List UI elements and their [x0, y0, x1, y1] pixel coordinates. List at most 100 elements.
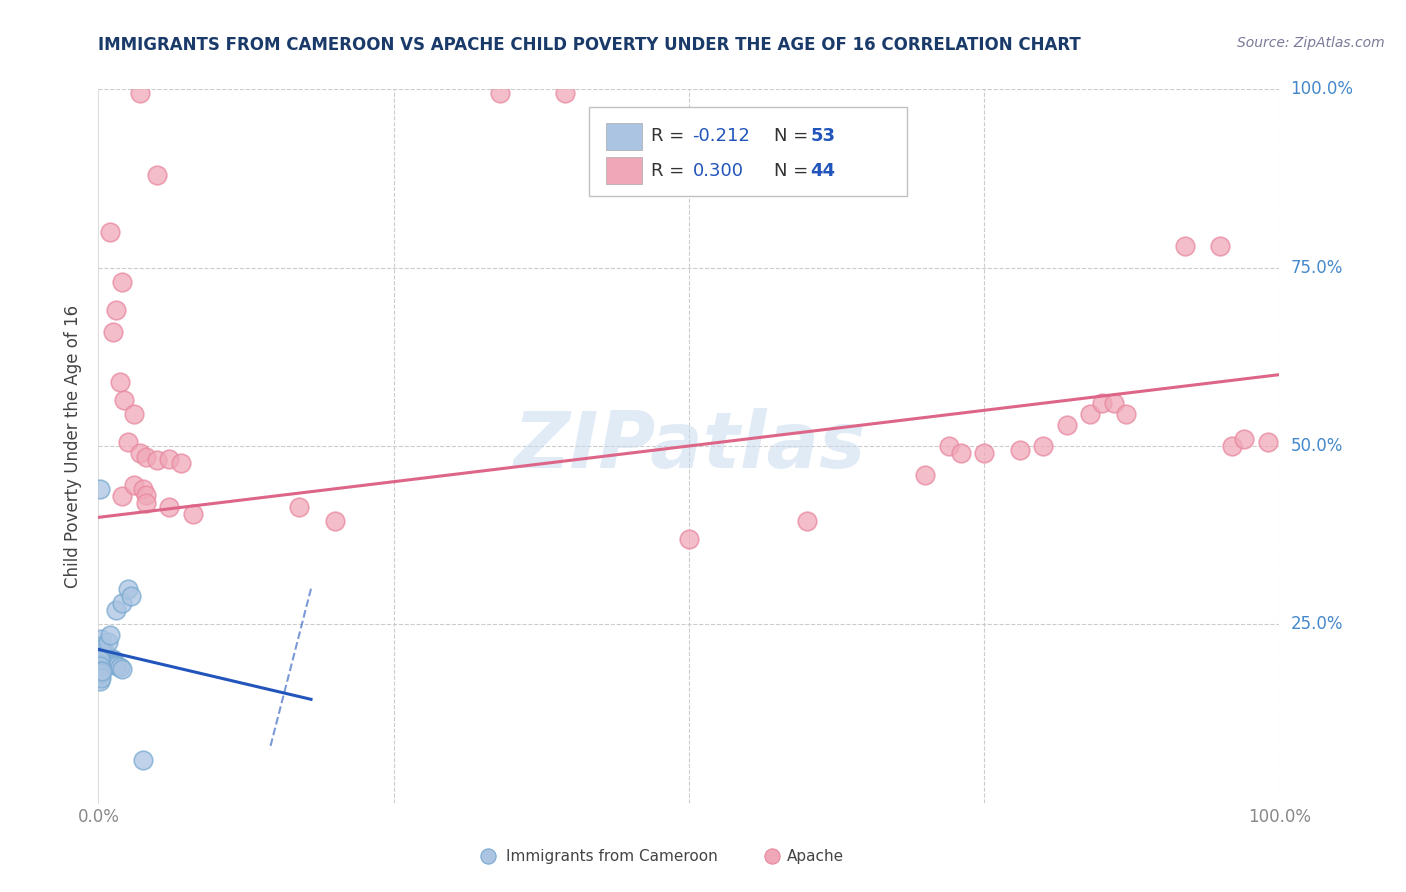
- Point: [105, 603, 128, 617]
- Point: [323, 514, 346, 528]
- Text: Immigrants from Cameroon: Immigrants from Cameroon: [506, 849, 717, 863]
- Text: -0.212: -0.212: [693, 128, 751, 145]
- Point: [100, 654, 122, 668]
- Point: [89, 658, 111, 673]
- Point: [146, 453, 169, 467]
- Point: [90, 632, 112, 646]
- Point: [103, 656, 125, 670]
- Point: [104, 657, 127, 672]
- Point: [89, 482, 111, 496]
- Point: [678, 532, 700, 546]
- Point: [554, 86, 576, 100]
- Point: [89, 653, 111, 667]
- Point: [1008, 442, 1031, 457]
- Text: 75.0%: 75.0%: [1291, 259, 1343, 277]
- Point: [89, 674, 111, 689]
- Point: [122, 478, 145, 492]
- Point: [108, 660, 131, 674]
- Point: [112, 392, 135, 407]
- Point: [100, 656, 122, 670]
- Point: [949, 446, 972, 460]
- Point: [1174, 239, 1197, 253]
- Text: 50.0%: 50.0%: [1291, 437, 1343, 455]
- Point: [101, 655, 124, 669]
- Point: [93, 653, 115, 667]
- Point: [90, 671, 112, 685]
- Point: [132, 482, 155, 496]
- Point: [914, 467, 936, 482]
- Text: Source: ZipAtlas.com: Source: ZipAtlas.com: [1237, 36, 1385, 50]
- Point: [132, 753, 155, 767]
- Point: [117, 582, 139, 596]
- Point: [89, 642, 111, 657]
- Y-axis label: Child Poverty Under the Age of 16: Child Poverty Under the Age of 16: [65, 304, 83, 588]
- Point: [122, 407, 145, 421]
- Point: [489, 86, 512, 100]
- Point: [117, 435, 139, 450]
- Point: [91, 649, 114, 664]
- Point: [89, 646, 111, 660]
- Point: [91, 657, 114, 671]
- Point: [98, 655, 121, 669]
- Point: [1102, 396, 1125, 410]
- Point: [938, 439, 960, 453]
- Point: [98, 656, 121, 670]
- Point: [89, 669, 111, 683]
- Point: [1115, 407, 1137, 421]
- Point: [181, 507, 204, 521]
- Point: [761, 849, 783, 863]
- Point: [796, 514, 818, 528]
- Point: [94, 657, 117, 671]
- Text: 100.0%: 100.0%: [1291, 80, 1354, 98]
- Point: [1233, 432, 1256, 446]
- Point: [135, 496, 157, 510]
- Point: [1056, 417, 1078, 432]
- Point: [973, 446, 995, 460]
- Point: [128, 446, 150, 460]
- FancyBboxPatch shape: [606, 123, 641, 150]
- Point: [170, 456, 193, 470]
- FancyBboxPatch shape: [589, 107, 907, 196]
- Point: [135, 450, 157, 464]
- Point: [1220, 439, 1243, 453]
- Point: [93, 646, 115, 660]
- Point: [97, 655, 120, 669]
- Point: [93, 657, 115, 671]
- Point: [91, 649, 114, 664]
- Point: [105, 658, 128, 673]
- Point: [121, 589, 143, 603]
- Text: R =: R =: [651, 128, 690, 145]
- Point: [108, 375, 131, 389]
- Point: [98, 225, 121, 239]
- Text: N =: N =: [773, 128, 814, 145]
- Point: [135, 487, 157, 501]
- Text: R =: R =: [651, 161, 690, 179]
- Point: [90, 665, 112, 680]
- FancyBboxPatch shape: [606, 157, 641, 184]
- Point: [1091, 396, 1114, 410]
- Point: [94, 649, 117, 664]
- Point: [128, 86, 150, 100]
- Text: ZIPatlas: ZIPatlas: [513, 408, 865, 484]
- Point: [89, 649, 111, 664]
- Point: [111, 662, 134, 676]
- Point: [1032, 439, 1054, 453]
- Point: [105, 303, 128, 318]
- Text: N =: N =: [773, 161, 814, 179]
- Text: 44: 44: [811, 161, 835, 179]
- Point: [101, 652, 124, 666]
- Point: [89, 664, 111, 678]
- Point: [97, 635, 120, 649]
- Point: [1209, 239, 1232, 253]
- Point: [288, 500, 311, 514]
- Point: [157, 500, 180, 514]
- Point: [477, 849, 499, 863]
- Point: [91, 642, 114, 657]
- Point: [111, 489, 134, 503]
- Point: [91, 664, 114, 678]
- Point: [96, 657, 118, 671]
- Point: [157, 451, 180, 466]
- Text: Apache: Apache: [787, 849, 844, 863]
- Point: [96, 653, 118, 667]
- Text: IMMIGRANTS FROM CAMEROON VS APACHE CHILD POVERTY UNDER THE AGE OF 16 CORRELATION: IMMIGRANTS FROM CAMEROON VS APACHE CHILD…: [98, 36, 1081, 54]
